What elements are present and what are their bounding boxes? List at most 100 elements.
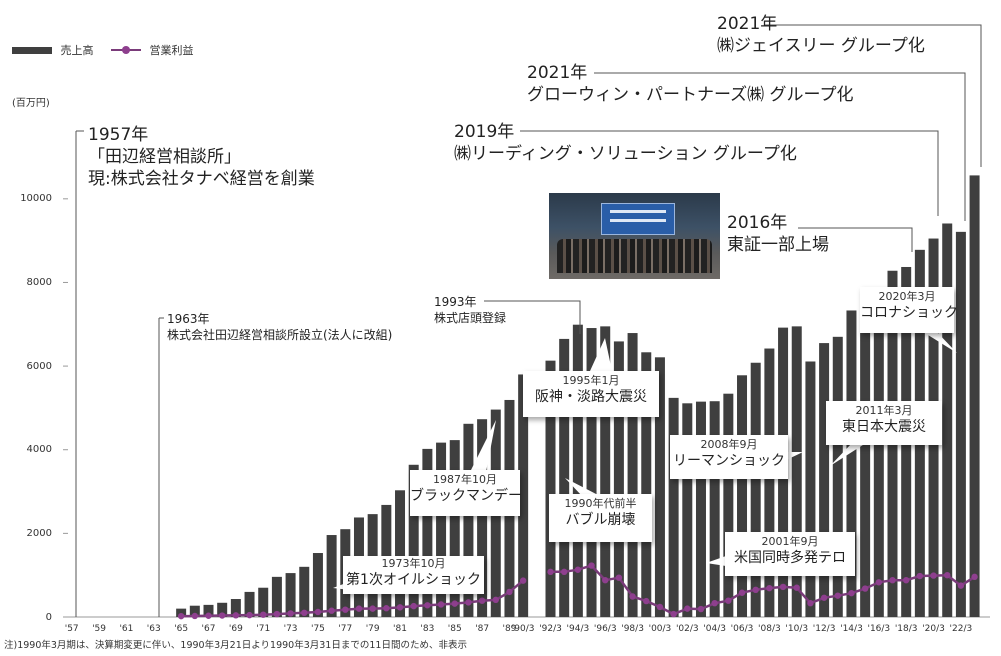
sales-bar [326,535,337,617]
profit-marker [656,603,664,611]
annotation-1993: 1993年 株式店頭登録 [434,294,506,326]
sales-bar [955,231,966,617]
callout-2011-date: 2011年3月 [855,404,913,417]
x-tick-label: '87 [475,624,489,634]
x-tick-label: '16/3 [867,624,890,634]
legend-profit-label: 営業利益 [149,44,194,57]
sales-bar [436,442,447,617]
x-tick-label: '20/3 [922,624,945,634]
profit-marker [697,605,705,613]
profit-marker [205,612,212,619]
callout-pointer [706,556,726,566]
profit-marker [711,600,718,607]
profit-marker [177,612,185,620]
sales-bar [572,324,583,617]
profit-marker [574,566,582,573]
sales-bar [613,341,624,617]
profit-marker [807,600,814,607]
profit-marker [752,586,759,594]
profit-marker [260,611,267,618]
profit-marker [766,584,773,592]
profit-marker [588,562,595,569]
x-tick-label: '67 [202,624,216,634]
annotation-2021b-text: ㈱ジェイスリー グループ化 [717,36,925,56]
sales-bar [641,352,652,617]
profit-marker [930,572,937,579]
annotation-1963-text: 株式会社田辺経営相談所設立(法人に改組) [167,328,393,342]
sales-bar [969,175,980,617]
sales-bar [860,298,871,617]
profit-marker [451,600,458,607]
x-tick-label: '08/3 [758,624,781,634]
profit-marker [779,583,787,591]
profit-marker [232,612,240,619]
sales-bar [723,393,734,617]
sales-bar [750,362,761,617]
x-tick-label: '90/3 [512,624,535,634]
sales-bar [682,403,693,617]
profit-marker [889,577,896,584]
x-tick-label: '63 [147,624,161,634]
sales-bar [408,464,419,617]
profit-marker [944,571,951,579]
profit-marker [957,582,965,589]
x-tick-label: '14/3 [840,624,863,634]
annotation-leader-line [75,130,84,617]
annotation-2019-year: 2019年 [454,122,515,142]
sales-bar [737,375,748,617]
callout-2020: 2020年3月 コロナショック [860,287,958,333]
annotation-1963-year: 1963年 [167,312,210,326]
sales-bar [176,608,187,617]
profit-marker [725,597,732,604]
callout-1995-event: 阪神・淡路大震災 [535,389,647,405]
profit-marker [410,602,417,610]
callout-2008-event: リーマンショック [673,453,785,469]
profit-marker [191,612,199,620]
profit-marker [629,593,636,600]
sales-bar [559,338,570,617]
annotation-leader-line [484,300,581,334]
profit-marker [602,577,609,584]
x-tick-label: '10/3 [785,624,808,634]
sales-bar [586,328,597,617]
callout-1990: 1990年代前半 バブル崩壊 [549,494,652,542]
profit-marker [273,610,281,618]
annotation-2019: 2019年 ㈱リーディング・ソリューション グループ化 [454,121,797,165]
profit-marker [478,597,486,604]
callout-2020-event: コロナショック [860,305,958,321]
sales-bar [271,576,282,617]
x-tick-label: '06/3 [731,624,754,634]
footnote: 注)1990年3月期は、決算期変更に伴い、1990年3月21日より1990年3月… [4,640,467,651]
annotation-leader-line [798,227,913,252]
sales-bar [217,602,228,617]
x-tick-label: '00/3 [649,624,672,634]
callout-1987-date: 1987年10月 [433,473,497,486]
sales-bar [832,336,843,617]
sales-bar [477,419,488,617]
profit-marker [861,585,869,592]
callout-2011: 2011年3月 東日本大震災 [826,401,942,445]
callout-pointer [830,443,866,466]
x-tick-label: '98/3 [621,624,644,634]
sales-bar [518,374,529,617]
annotation-1963: 1963年 株式会社田辺経営相談所設立(法人に改組) [167,311,392,343]
callout-pointer [590,338,612,371]
x-tick-label: '73 [284,624,298,634]
callout-2020-date: 2020年3月 [878,290,936,303]
annotation-2016: 2016年 東証一部上場 [727,212,829,256]
profit-marker [328,607,335,614]
x-tick-label: '79 [366,624,380,634]
profit-marker [342,606,349,613]
sales-bar [545,360,556,617]
callout-2001-date: 2001年9月 [761,535,819,548]
annotation-2016-text: 東証一部上場 [727,235,829,255]
annotation-leader-line [158,317,164,617]
callout-1973-event: 第1次オイルショック [346,572,481,588]
annotation-2016-year: 2016年 [727,213,788,233]
profit-marker [424,602,431,609]
annotation-1957-line2: 「田辺経営相談所」 [88,147,241,167]
profit-marker [369,605,376,612]
callout-1973-date: 1973年10月 [381,557,446,570]
profit-marker [492,596,499,604]
profit-marker [519,577,527,584]
